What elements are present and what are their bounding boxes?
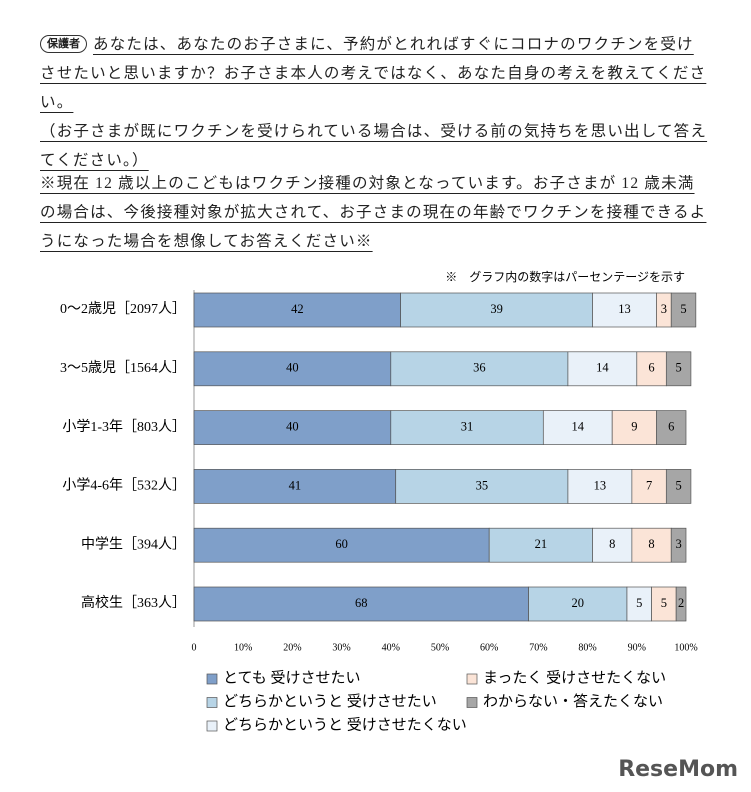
value-label: 6: [668, 419, 674, 433]
category-label: 3～5歳児［1564人］: [60, 360, 186, 376]
legend-label: どちらかというと 受けさせたい: [223, 693, 437, 710]
legend-swatch: [206, 673, 218, 685]
condition: ※現在 12 歳以上のこどもはワクチン接種の対象となっています。お子さまが 12…: [40, 169, 710, 256]
bar-segment: [567, 469, 633, 504]
bar-segment: [636, 351, 667, 387]
bar-segment: [611, 410, 657, 445]
category-label: 0～2歳児［2097人］: [60, 301, 186, 317]
question-text: あなたは、あなたのお子さまに、予約がとれればすぐにコロナのワクチンを受けさせたい…: [40, 36, 707, 111]
value-label: 31: [461, 419, 474, 433]
legend-label: とても 受けさせたい: [223, 669, 361, 686]
legend-swatch: [206, 720, 218, 732]
value-label: 6: [648, 361, 654, 375]
bar-segment: [390, 351, 569, 387]
x-tick-label: 90%: [628, 642, 646, 653]
value-label: 8: [648, 537, 654, 551]
bar-segment: [631, 469, 667, 504]
bar-segment: [193, 410, 392, 445]
value-label: 5: [680, 302, 686, 316]
bar-segment: [656, 410, 687, 445]
category-label: 小学1-3年［803人］: [62, 419, 186, 435]
bar-segment: [592, 527, 633, 563]
bar-segment: [670, 292, 697, 328]
value-label: 35: [476, 478, 489, 492]
category-label: 高校生［363人］: [81, 594, 186, 611]
value-label: 40: [286, 361, 299, 375]
x-tick-label: 80%: [578, 642, 596, 653]
value-label: 3: [675, 537, 681, 551]
bar-segment: [626, 586, 652, 622]
value-label: 21: [535, 537, 548, 551]
bar-segment: [542, 410, 613, 445]
legend-swatch: [206, 697, 218, 708]
bar-segment: [395, 469, 569, 504]
value-label: 14: [572, 419, 585, 433]
x-tick-label: 100%: [674, 642, 697, 653]
value-label: 42: [291, 302, 304, 316]
legend-swatch: [466, 697, 478, 708]
x-tick-label: 10%: [234, 642, 252, 653]
bar-segment: [193, 292, 401, 328]
bar-segment: [670, 527, 687, 563]
value-label: 3: [661, 302, 667, 316]
legend-swatch: [466, 673, 478, 685]
question-note: （お子さまが既にワクチンを受けられている場合は、受ける前の気持ちを思い出して答え…: [40, 123, 708, 169]
value-label: 5: [661, 596, 667, 610]
value-label: 68: [355, 596, 368, 610]
legend-label: まったく 受けさせたくない: [483, 669, 666, 686]
x-tick-label: 20%: [283, 642, 301, 653]
bar-segment: [675, 586, 687, 622]
x-tick-label: 30%: [332, 642, 350, 653]
value-label: 39: [490, 302, 503, 316]
bar-segment: [193, 469, 397, 504]
value-label: 5: [636, 596, 642, 610]
bar-segment: [665, 351, 692, 387]
bar-segment: [390, 410, 544, 445]
bar-segment: [193, 351, 392, 387]
value-label: 7: [646, 478, 652, 492]
chart-note: ※ グラフ内の数字はパーセンテージを示す: [445, 269, 685, 284]
x-tick-label: 60%: [480, 642, 498, 653]
value-label: 40: [286, 419, 299, 433]
value-label: 60: [335, 537, 348, 551]
bar-segment: [528, 586, 628, 622]
legend-label: どちらかというと 受けさせたくない: [223, 716, 467, 733]
bar-segment: [400, 292, 593, 328]
x-tick-label: 70%: [529, 642, 547, 653]
bar-segment: [651, 586, 677, 622]
bar-segment: [193, 586, 529, 622]
value-label: 13: [618, 302, 631, 316]
watermark: ReseMom: [618, 757, 738, 782]
x-tick-label: 50%: [431, 642, 449, 653]
value-label: 14: [596, 361, 609, 375]
condition-text: ※現在 12 歳以上のこどもはワクチン接種の対象となっています。お子さまが 12…: [40, 175, 707, 250]
question: 保護者 あなたは、あなたのお子さまに、予約がとれればすぐにコロナのワクチンを受けさ…: [40, 30, 710, 175]
value-label: 5: [675, 478, 681, 492]
bar-segment: [567, 351, 638, 387]
value-label: 2: [678, 596, 684, 610]
value-label: 41: [289, 478, 302, 492]
category-label: 中学生［394人］: [81, 536, 186, 552]
value-label: 20: [572, 596, 585, 610]
x-tick-label: 0: [192, 642, 197, 653]
badge: 保護者: [40, 35, 87, 53]
bar-segment: [193, 527, 490, 563]
x-tick-label: 40%: [382, 642, 400, 653]
value-label: 9: [631, 419, 637, 433]
bar-segment: [592, 292, 657, 328]
legend-label: わからない・答えたくない: [483, 693, 663, 710]
value-label: 5: [675, 361, 681, 375]
category-label: 小学4-6年［532人］: [62, 478, 186, 494]
bar-segment: [665, 469, 692, 504]
value-label: 13: [594, 478, 607, 492]
value-label: 8: [609, 537, 615, 551]
bar-segment: [488, 527, 593, 563]
value-label: 36: [473, 361, 486, 375]
